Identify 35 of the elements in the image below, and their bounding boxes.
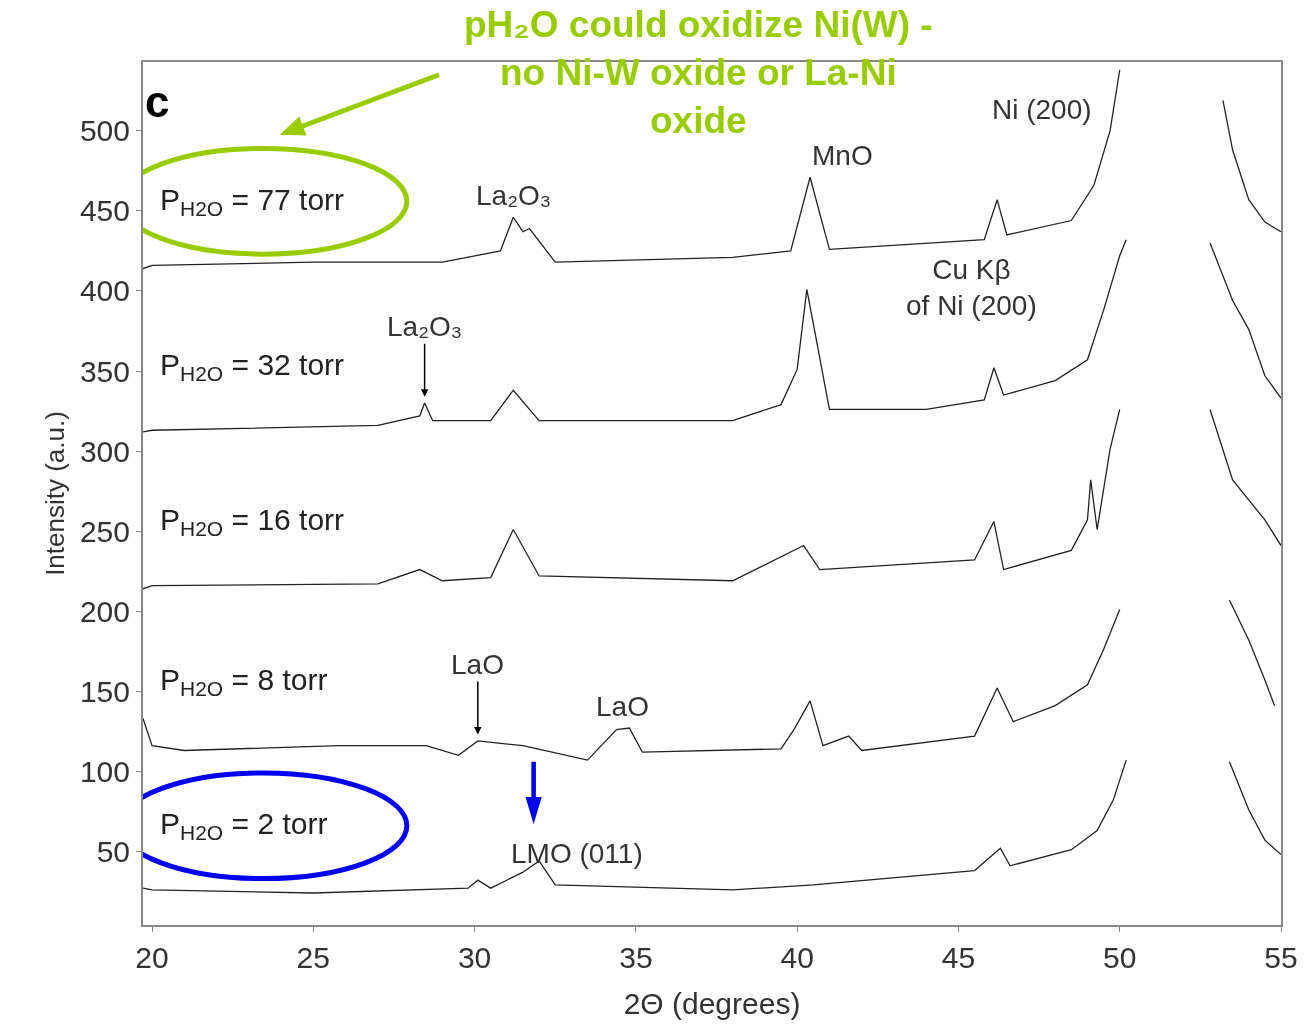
x-tick-label: 50 — [1103, 941, 1137, 974]
annotation: c — [145, 77, 170, 126]
x-tick-label: 25 — [296, 941, 330, 974]
y-tick-label: 150 — [79, 674, 130, 708]
x-tick-label: 40 — [780, 941, 814, 974]
annotation: LaO — [451, 649, 504, 680]
x-tick-label: 45 — [941, 941, 976, 974]
annotation: MnO — [812, 140, 873, 171]
chart-title: pH₂O could oxidize Ni(W) - no Ni-W oxide or La-Ni oxide — [464, 4, 933, 142]
annotation: Cu Kβ of Ni (200) — [906, 254, 1037, 322]
y-axis-title: Intensity (a.u.) — [39, 411, 70, 576]
series-label: P$_{H2O}$ = 16 torr — [160, 503, 345, 541]
annotation: LaO — [596, 691, 649, 722]
y-tick-label: 400 — [79, 274, 130, 308]
y-tick-label: 50 — [96, 834, 130, 868]
y-tick-label: 100 — [79, 754, 130, 788]
y-tick-label: 300 — [79, 434, 130, 468]
annotation: La₂O₃ — [476, 180, 552, 211]
y-tick-label: 350 — [79, 354, 130, 388]
x-tick-label: 20 — [135, 941, 169, 974]
series-label: P$_{H2O}$ = 8 torr — [160, 663, 328, 701]
series-label: P$_{H2O}$ = 2 torr — [160, 807, 328, 845]
series-label: P$_{H2O}$ = 32 torr — [160, 348, 345, 386]
annotation: La₂O₃ — [387, 311, 463, 342]
series-label: P$_{H2O}$ = 77 torr — [160, 183, 345, 221]
x-tick-label: 35 — [619, 941, 653, 974]
y-tick-label: 200 — [79, 594, 130, 628]
x-tick-label: 55 — [1264, 941, 1298, 974]
x-axis-title: 2Θ (degrees) — [623, 987, 801, 1020]
y-tick-label: 500 — [79, 114, 130, 148]
annotation: Ni (200) — [992, 94, 1092, 125]
annotation: LMO (011) — [511, 838, 643, 869]
y-tick-label: 450 — [79, 194, 130, 228]
y-tick-label: 250 — [79, 514, 130, 548]
x-tick-label: 30 — [457, 941, 492, 974]
